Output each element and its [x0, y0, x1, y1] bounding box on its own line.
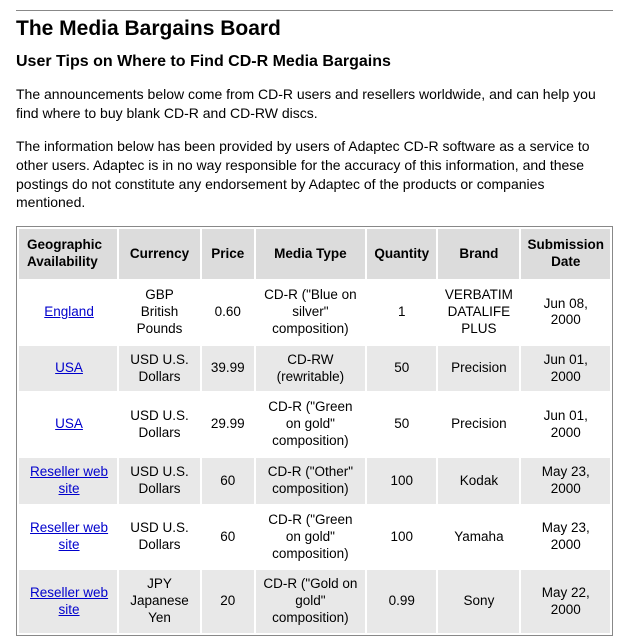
page-subtitle: User Tips on Where to Find CD-R Media Ba…	[16, 53, 613, 71]
cell-date: May 23, 2000	[521, 506, 610, 569]
table-header-row: Geographic Availability Currency Price M…	[19, 229, 610, 279]
cell-date: Jun 01, 2000	[521, 346, 610, 392]
table-row: Reseller web site USD U.S. Dollars60CD-R …	[19, 506, 610, 569]
cell-brand: Precision	[438, 393, 519, 456]
cell-price: 60	[202, 506, 254, 569]
top-rule	[16, 10, 613, 11]
col-header-price: Price	[202, 229, 254, 279]
cell-geo: USA	[19, 393, 117, 456]
cell-currency: USD U.S. Dollars	[119, 346, 200, 392]
cell-price: 29.99	[202, 393, 254, 456]
cell-price: 0.60	[202, 281, 254, 344]
cell-media: CD-R ("Other" composition)	[256, 458, 365, 504]
geo-link[interactable]: USA	[55, 416, 83, 431]
geo-link[interactable]: Reseller web site	[30, 464, 108, 496]
table-row: Reseller web site USD U.S. Dollars60CD-R …	[19, 458, 610, 504]
col-header-currency: Currency	[119, 229, 200, 279]
intro-paragraph-2: The information below has been provided …	[16, 137, 613, 213]
col-header-date: Submission Date	[521, 229, 610, 279]
cell-media: CD-R ("Blue on silver" composition)	[256, 281, 365, 344]
cell-quantity: 50	[367, 393, 436, 456]
cell-quantity: 50	[367, 346, 436, 392]
intro-paragraph-1: The announcements below come from CD-R u…	[16, 85, 613, 123]
cell-media: CD-R ("Green on gold" composition)	[256, 506, 365, 569]
cell-media: CD-R ("Green on gold" composition)	[256, 393, 365, 456]
cell-currency: GBP British Pounds	[119, 281, 200, 344]
cell-date: May 23, 2000	[521, 458, 610, 504]
cell-quantity: 100	[367, 458, 436, 504]
table-row: USA USD U.S. Dollars29.99CD-R ("Green on …	[19, 393, 610, 456]
geo-link[interactable]: England	[44, 304, 94, 319]
cell-brand: Sony	[438, 570, 519, 633]
page-title: The Media Bargains Board	[16, 17, 613, 41]
cell-currency: USD U.S. Dollars	[119, 458, 200, 504]
cell-price: 39.99	[202, 346, 254, 392]
cell-quantity: 1	[367, 281, 436, 344]
cell-currency: JPY Japanese Yen	[119, 570, 200, 633]
col-header-quantity: Quantity	[367, 229, 436, 279]
cell-brand: Kodak	[438, 458, 519, 504]
table-row: England GBP British Pounds0.60CD-R ("Blue…	[19, 281, 610, 344]
cell-geo: Reseller web site	[19, 570, 117, 633]
bargains-table: Geographic Availability Currency Price M…	[16, 226, 613, 636]
table-row: USA USD U.S. Dollars39.99CD-RW (rewritabl…	[19, 346, 610, 392]
cell-quantity: 100	[367, 506, 436, 569]
cell-media: CD-R ("Gold on gold" composition)	[256, 570, 365, 633]
cell-date: May 22, 2000	[521, 570, 610, 633]
cell-media: CD-RW (rewritable)	[256, 346, 365, 392]
cell-brand: VERBATIM DATALIFE PLUS	[438, 281, 519, 344]
cell-brand: Precision	[438, 346, 519, 392]
cell-price: 20	[202, 570, 254, 633]
col-header-geo: Geographic Availability	[19, 229, 117, 279]
cell-date: Jun 08, 2000	[521, 281, 610, 344]
table-row: Reseller web site JPY Japanese Yen20CD-R …	[19, 570, 610, 633]
cell-currency: USD U.S. Dollars	[119, 506, 200, 569]
geo-link[interactable]: Reseller web site	[30, 520, 108, 552]
cell-currency: USD U.S. Dollars	[119, 393, 200, 456]
geo-link[interactable]: Reseller web site	[30, 585, 108, 617]
cell-geo: England	[19, 281, 117, 344]
col-header-media: Media Type	[256, 229, 365, 279]
cell-quantity: 0.99	[367, 570, 436, 633]
cell-date: Jun 01, 2000	[521, 393, 610, 456]
cell-price: 60	[202, 458, 254, 504]
geo-link[interactable]: USA	[55, 360, 83, 375]
cell-brand: Yamaha	[438, 506, 519, 569]
col-header-brand: Brand	[438, 229, 519, 279]
cell-geo: Reseller web site	[19, 506, 117, 569]
cell-geo: Reseller web site	[19, 458, 117, 504]
cell-geo: USA	[19, 346, 117, 392]
